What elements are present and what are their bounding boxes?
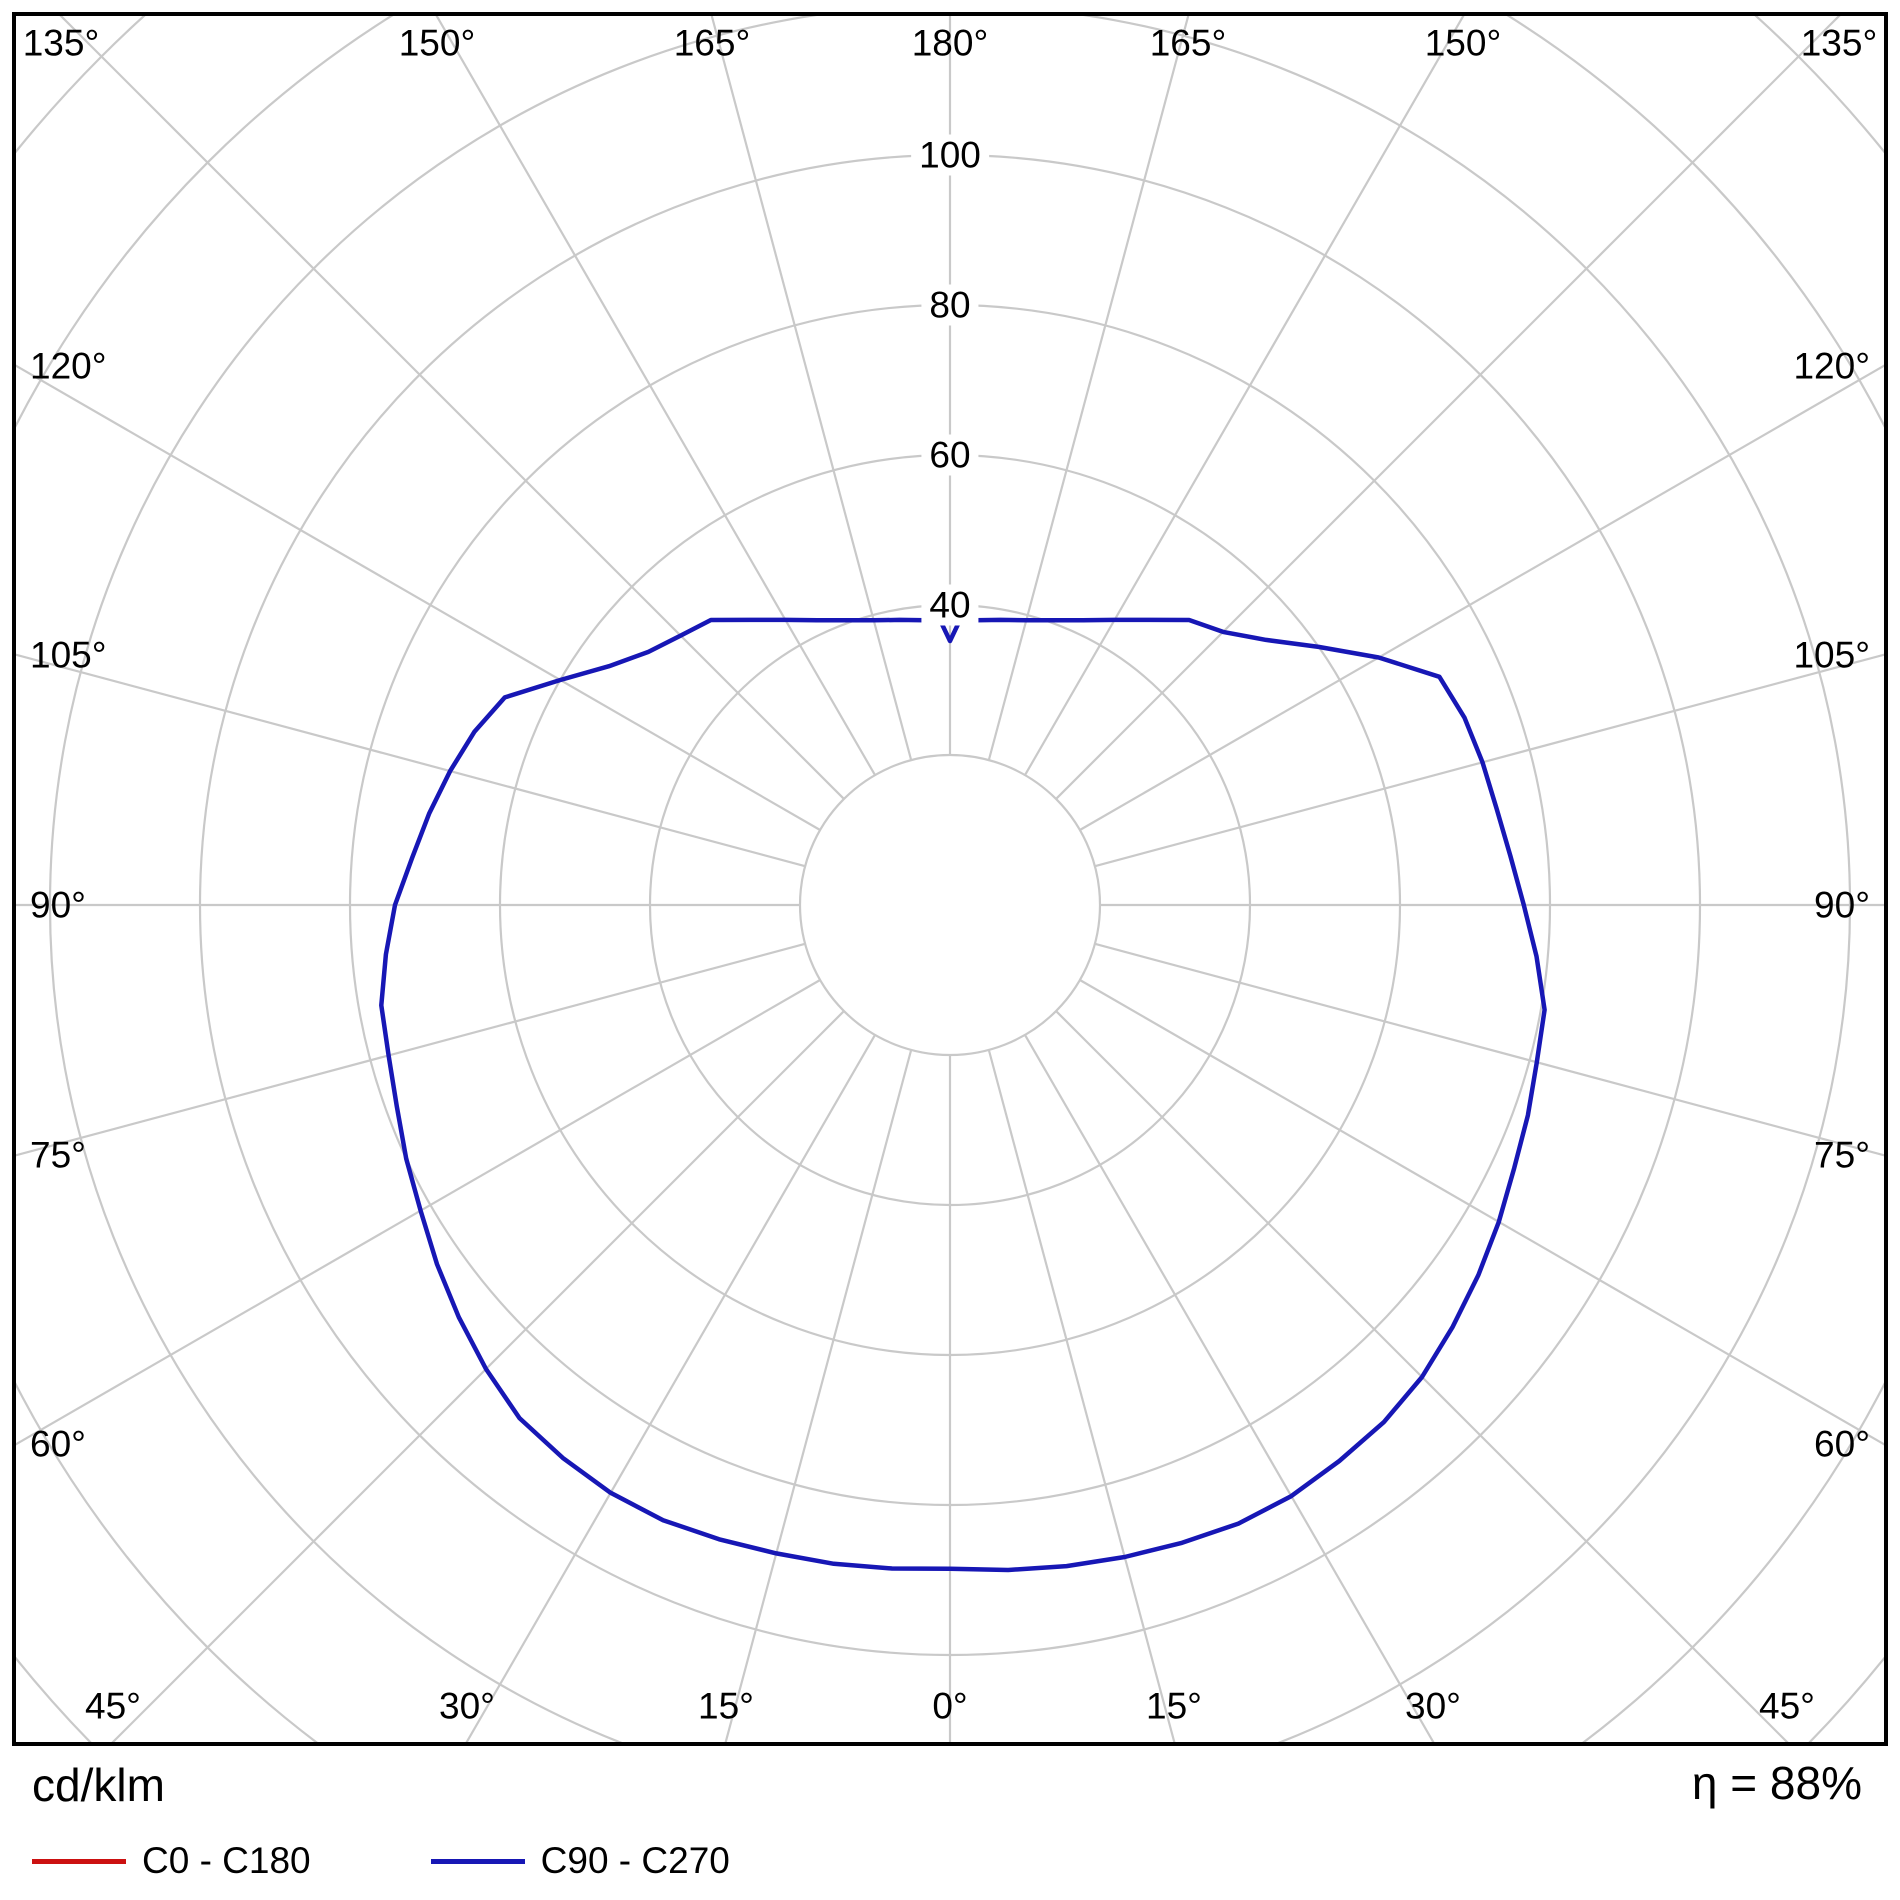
- angle-label-bottom: 45°: [85, 1685, 141, 1727]
- grid-spoke: [59, 16, 845, 800]
- grid-ring: [798, 753, 1102, 1057]
- grid-spoke: [16, 364, 821, 831]
- angle-label-right: 60°: [1814, 1423, 1870, 1465]
- legend-label-c0-c180: C0 - C180: [142, 1840, 311, 1881]
- angle-label-top: 180°: [911, 22, 989, 64]
- grid-spoke: [724, 1049, 913, 1742]
- grid-spoke: [987, 1049, 1176, 1742]
- angle-label-right: 90°: [1814, 884, 1870, 926]
- efficiency-label: η = 88%: [1691, 1757, 1862, 1809]
- angle-label-bottom: 30°: [1405, 1685, 1461, 1727]
- grid-spoke: [1079, 979, 1884, 1446]
- angle-label-top: 165°: [1149, 22, 1227, 64]
- angle-label-left: 60°: [30, 1423, 86, 1465]
- grid-spoke: [435, 16, 876, 776]
- angle-label-left: 90°: [30, 884, 86, 926]
- grid-spoke: [1024, 16, 1465, 776]
- legend-label-c90-c270: C90 - C270: [540, 1840, 730, 1881]
- c90-c270-curve: [379, 617, 1547, 1573]
- angle-label-left: 105°: [30, 634, 107, 676]
- grid-spoke: [1055, 1010, 1789, 1742]
- angle-label-left: 120°: [30, 345, 107, 387]
- legend-line-c0-c180-icon: [32, 1858, 126, 1864]
- radial-tick-label: 40: [921, 584, 979, 626]
- radial-tick-label: 80: [921, 284, 979, 326]
- angle-label-right: 120°: [1793, 345, 1870, 387]
- grid-spoke: [1055, 16, 1841, 800]
- plot-border: [12, 12, 1888, 1746]
- grid-spoke: [1024, 1034, 1435, 1742]
- grid-spoke: [111, 1010, 845, 1742]
- angle-label-left: 75°: [30, 1134, 86, 1176]
- grid-spoke: [16, 979, 821, 1446]
- angle-label-bottom: 15°: [698, 1685, 754, 1727]
- radial-tick-label: 100: [911, 134, 989, 176]
- angle-label-top: 135°: [1800, 22, 1878, 64]
- grid-spoke: [16, 942, 806, 1157]
- grid-spoke: [1079, 364, 1884, 831]
- angle-label-top: 135°: [22, 22, 100, 64]
- angle-label-top: 165°: [673, 22, 751, 64]
- grid-spoke: [1094, 942, 1884, 1157]
- angle-label-top: 150°: [398, 22, 476, 64]
- radial-tick-label: 60: [921, 434, 979, 476]
- angle-label-bottom: 30°: [439, 1685, 495, 1727]
- legend-line-c90-c270-icon: [430, 1858, 525, 1864]
- grid-spoke: [465, 1034, 876, 1742]
- angle-label-right: 105°: [1793, 634, 1870, 676]
- angle-label-bottom: 45°: [1759, 1685, 1815, 1727]
- units-label: cd/klm: [32, 1759, 165, 1811]
- legend: C0 - C180 C90 - C270: [32, 1840, 850, 1882]
- grid-spoke: [1094, 653, 1884, 868]
- grid-spoke: [16, 653, 806, 868]
- angle-label-top: 150°: [1424, 22, 1502, 64]
- grid-spoke: [987, 16, 1190, 761]
- angle-label-bottom: 15°: [1146, 1685, 1202, 1727]
- grid-spoke: [710, 16, 913, 761]
- angle-label-right: 75°: [1814, 1134, 1870, 1176]
- angle-label-bottom: 0°: [932, 1685, 968, 1727]
